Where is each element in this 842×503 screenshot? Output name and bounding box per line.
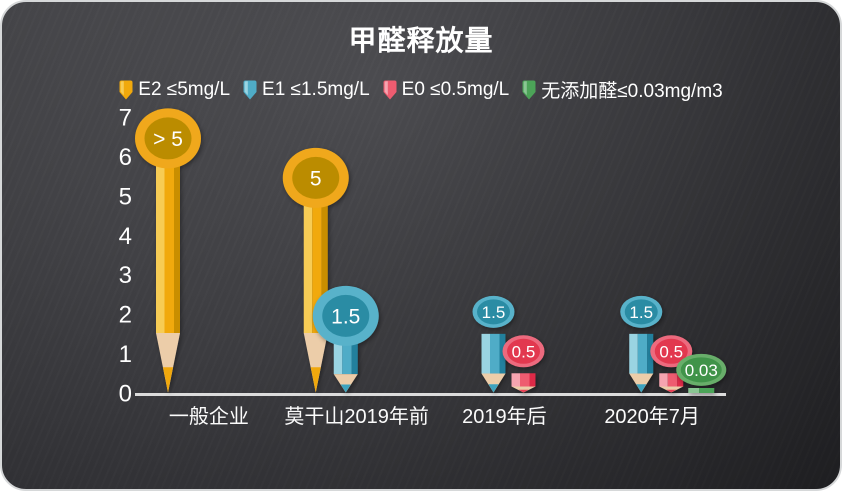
pencil-value-label: 0.5 [659,342,683,361]
pencil-bar-chart: 0 1 2 3 4 5 6 7 一般企业 莫干山2019年前 2019年后 2020年7月 > 5 5 1.… [119,105,727,428]
pencil-mark-s3-c3: 0.03 [676,353,727,393]
pencil-value-label: 0.03 [685,361,718,380]
pencil-value-label: 1.5 [331,305,360,328]
pencil-swatch-icon [119,80,133,99]
y-axis-tick-label: 3 [119,262,132,289]
pencil-mark-s0-c0: > 5 [135,108,201,393]
x-axis-category-label: 一般企业 [169,405,249,428]
x-axis-category-label: 2020年7月 [604,405,700,428]
pencil-mark-s2-c3: 0.5 [650,335,693,393]
y-axis-tick-label: 2 [119,302,132,329]
pencil-value-label: 5 [310,167,322,190]
pencil-mark-s1-c2: 1.5 [472,295,515,393]
pencil-value-label: 0.5 [512,342,536,361]
pencil-swatch-icon [522,80,536,99]
pencil-mark-s1-c3: 1.5 [620,295,663,393]
legend-item-3: 无添加醛≤0.03mg/m3 [522,76,723,103]
legend-item-label: E1 ≤1.5mg/L [262,78,370,100]
pencil-value-label: 1.5 [482,303,506,322]
chart-title: 甲醛释放量 [348,25,494,56]
legend: E2 ≤5mg/L E1 ≤1.5mg/L E0 ≤0.5mg/L 无添加醛≤0.03… [2,76,840,103]
pencil-mark-s2-c2: 0.5 [502,335,545,393]
pencil-swatch-icon [243,80,257,99]
chalkboard-chart-card: 甲醛释放量 E2 ≤5mg/L E1 ≤1.5mg/L E0 ≤0.5mg/L 无添加… [0,0,842,491]
pencil-swatch-icon [383,80,397,99]
pencil-value-label: > 5 [153,128,183,151]
y-axis-tick-label: 5 [119,183,132,210]
legend-item-2: E0 ≤0.5mg/L [383,78,510,101]
legend-item-0: E2 ≤5mg/L [119,79,230,101]
y-axis-tick-label: 0 [119,381,132,408]
legend-item-label: 无添加醛≤0.03mg/m3 [541,81,723,102]
legend-item-label: E0 ≤0.5mg/L [401,78,510,100]
y-axis-tick-label: 1 [119,341,132,368]
pencil-mark-s0-c1: 5 [282,147,349,393]
legend-item-label: E2 ≤5mg/L [138,78,231,100]
y-axis-tick-label: 6 [119,144,132,171]
pencil-value-label: 1.5 [629,303,653,322]
y-axis-tick-label: 7 [119,105,132,132]
x-axis-category-label: 莫干山2019年前 [284,405,429,428]
x-axis-category-label: 2019年后 [462,405,547,428]
y-axis-tick-label: 4 [119,223,132,250]
pencil-mark-s1-c1: 1.5 [312,285,379,393]
legend-item-1: E1 ≤1.5mg/L [243,79,370,101]
